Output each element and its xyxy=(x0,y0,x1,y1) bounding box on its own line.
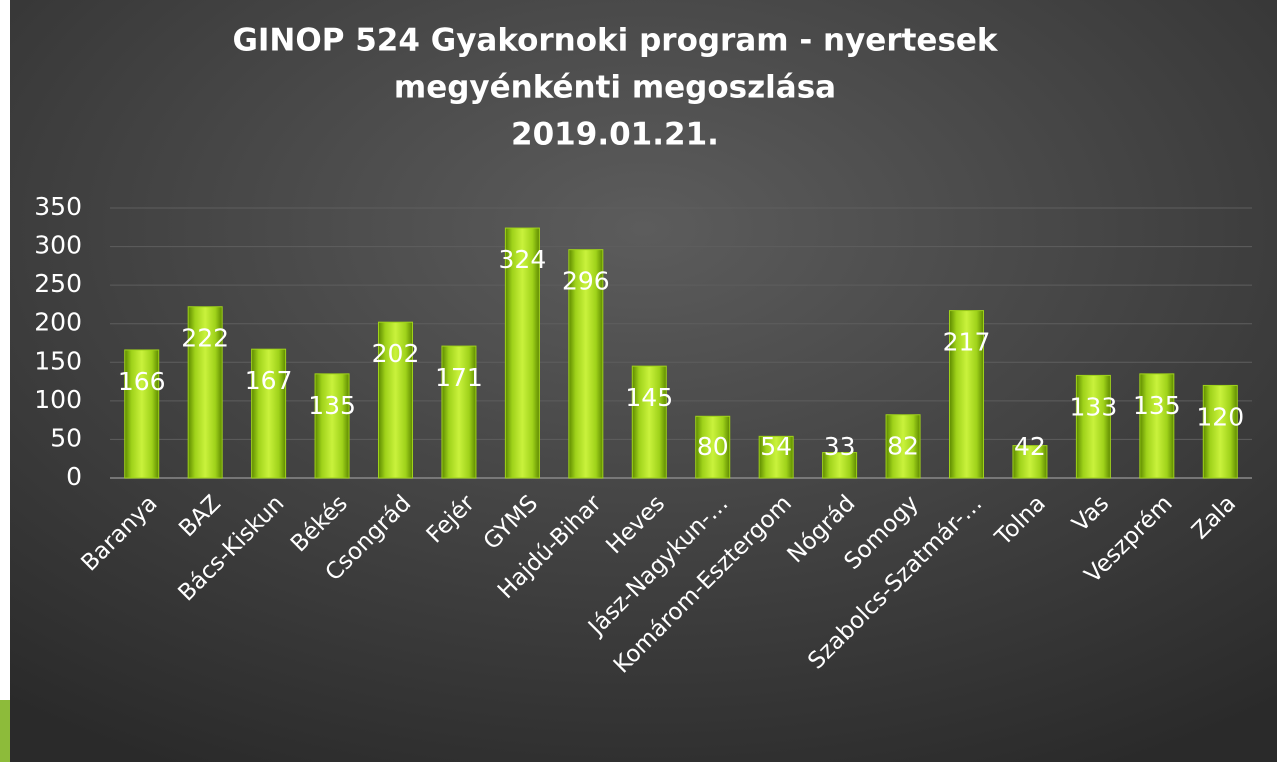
chart-title: megyénkénti megoszlása xyxy=(394,70,836,106)
value-label: 80 xyxy=(697,432,729,461)
value-label: 33 xyxy=(824,432,856,461)
value-label: 171 xyxy=(435,363,483,392)
value-label: 54 xyxy=(760,432,792,461)
bar xyxy=(187,306,223,479)
value-label: 202 xyxy=(372,339,420,368)
value-label: 135 xyxy=(1133,391,1181,420)
bar xyxy=(822,452,858,479)
bar xyxy=(631,365,667,479)
bar xyxy=(1012,445,1048,479)
bar xyxy=(1075,374,1111,479)
value-label: 222 xyxy=(181,324,229,353)
y-tick-label: 150 xyxy=(34,346,82,375)
bar xyxy=(695,415,731,479)
bar xyxy=(949,310,984,479)
value-label: 324 xyxy=(499,245,547,274)
value-label: 120 xyxy=(1196,402,1244,431)
y-tick-label: 300 xyxy=(34,231,82,260)
y-tick-label: 0 xyxy=(66,462,82,491)
y-tick-label: 350 xyxy=(34,192,82,221)
y-tick-label: 200 xyxy=(34,308,82,337)
y-tick-label: 50 xyxy=(50,423,82,452)
value-label: 296 xyxy=(562,267,610,296)
bar xyxy=(441,345,477,479)
value-label: 167 xyxy=(245,366,293,395)
value-label: 166 xyxy=(118,367,166,396)
bar xyxy=(124,349,160,479)
value-label: 145 xyxy=(625,383,673,412)
value-label: 42 xyxy=(1014,432,1046,461)
bar xyxy=(314,373,350,479)
bar xyxy=(378,321,413,479)
value-label: 217 xyxy=(943,328,991,357)
accent-strip xyxy=(0,700,10,762)
chart-title: GINOP 524 Gyakornoki program - nyertesek xyxy=(232,23,998,59)
bar xyxy=(758,435,794,479)
chart-title: 2019.01.21. xyxy=(511,117,719,153)
bar xyxy=(568,249,604,479)
y-tick-label: 250 xyxy=(34,269,82,298)
bar xyxy=(1139,373,1175,479)
bar xyxy=(504,227,540,479)
value-label: 133 xyxy=(1070,392,1118,421)
value-label: 82 xyxy=(887,432,919,461)
bar xyxy=(1202,384,1238,479)
bar xyxy=(251,348,287,479)
y-tick-label: 100 xyxy=(34,385,82,414)
value-label: 135 xyxy=(308,391,356,420)
bar xyxy=(885,414,921,479)
